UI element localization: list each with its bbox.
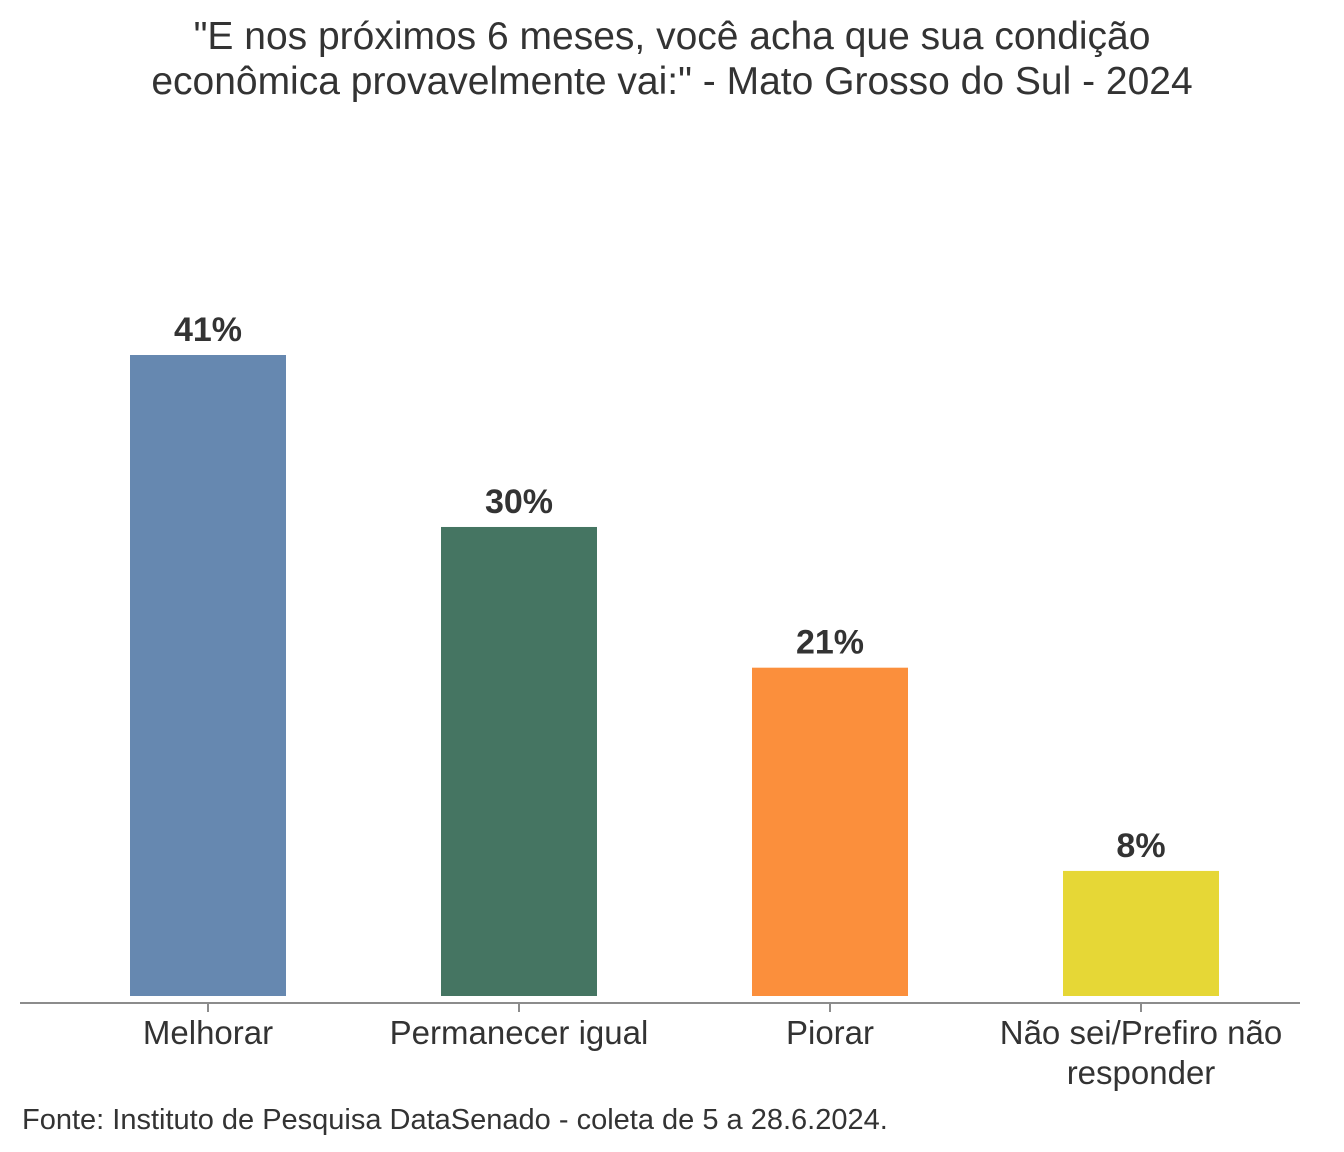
bar-2 [441, 526, 597, 996]
chart-title: "E nos próximos 6 meses, você acha que s… [0, 14, 1344, 104]
x-tick-label-4-line-2: responder [1067, 1054, 1216, 1091]
x-tick-label-4-line-1: Não sei/Prefiro não [1000, 1014, 1282, 1051]
chart-title-line-2: econômica provavelmente vai:" - Mato Gro… [151, 60, 1193, 103]
source-note: Fonte: Instituto de Pesquisa DataSenado … [22, 1104, 888, 1136]
bar-value-label-2: 30% [485, 483, 553, 521]
bar-value-label-4: 8% [1116, 827, 1165, 865]
chart-title-line-1: "E nos próximos 6 meses, você acha que s… [193, 15, 1151, 58]
x-tick-label-2: Permanecer igual [390, 1014, 649, 1051]
bar-1 [130, 355, 286, 996]
x-tick-label-3: Piorar [786, 1014, 874, 1051]
bar-value-label-1: 41% [174, 311, 242, 349]
bar-4 [1063, 870, 1219, 996]
bar-3 [752, 667, 908, 996]
bar-value-label-3: 21% [796, 624, 864, 662]
x-tick-label-1: Melhorar [143, 1014, 273, 1051]
